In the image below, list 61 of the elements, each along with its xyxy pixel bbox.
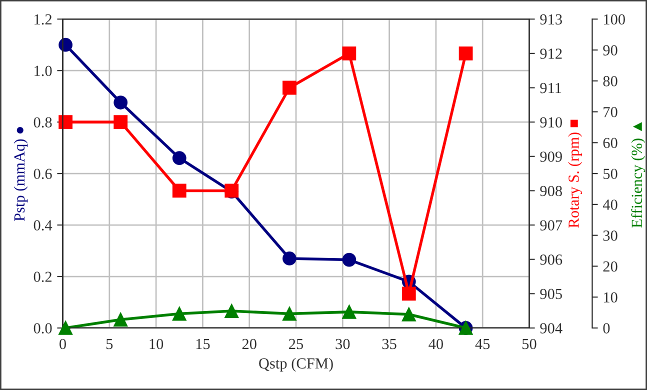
y2-tick-label: 909 — [540, 152, 562, 162]
x-tick-label: 35 — [382, 338, 396, 350]
x-tick-label: 20 — [242, 338, 256, 350]
x-axis-title: Qstp (CFM) — [259, 358, 333, 372]
point — [172, 306, 186, 321]
point — [342, 252, 356, 267]
y3-tick-label: 10 — [604, 292, 618, 303]
y-tick-label: 0.4 — [34, 220, 52, 231]
y2-tick-label: 904 — [540, 323, 562, 334]
point — [114, 115, 128, 130]
point — [172, 184, 186, 198]
y-tick-label: 1.0 — [34, 66, 52, 76]
point — [172, 151, 186, 166]
y-tick-label: 0.0 — [34, 323, 52, 334]
point — [114, 312, 128, 327]
y2-tick-label: 912 — [540, 48, 562, 59]
y3-axis-title: Efficiency (%) ▲ — [631, 122, 646, 228]
y3-tick-label: 40 — [602, 200, 618, 210]
point — [402, 307, 416, 322]
point — [342, 46, 356, 60]
point — [114, 96, 128, 110]
x-tick-label: 50 — [522, 338, 536, 350]
y3-tick-label: 90 — [603, 45, 618, 56]
point — [458, 46, 473, 60]
x-tick-label: 5 — [106, 339, 113, 350]
y2-axis-title: Rotary S. (rpm) ■ — [568, 120, 582, 228]
x-tick-label: 25 — [289, 338, 304, 350]
x-tick-label: 30 — [336, 338, 350, 350]
point — [58, 115, 73, 130]
point — [342, 304, 356, 319]
point — [224, 304, 239, 318]
x-tick-label: 15 — [196, 338, 210, 350]
y3-tick-label: 0 — [603, 323, 610, 334]
point — [282, 80, 296, 95]
y3-tick-label: 70 — [604, 106, 618, 118]
y2-tick-label: 913 — [540, 14, 562, 25]
point — [402, 286, 416, 301]
point — [282, 306, 296, 321]
x-tick-label: 10 — [150, 338, 164, 350]
y3-tick-label: 50 — [604, 168, 618, 179]
y3-tick-label: 60 — [603, 138, 618, 148]
y3-tick-label: 30 — [603, 230, 618, 241]
point — [58, 321, 73, 335]
y-tick-label: 0.2 — [34, 272, 52, 282]
y2-tick-label: 905 — [540, 288, 562, 300]
y3-tick-label: 100 — [604, 14, 625, 25]
x-tick-label: 0 — [60, 338, 66, 350]
y-tick-label: 1.2 — [34, 14, 52, 25]
y2-tick-label: 906 — [540, 254, 562, 265]
y-tick-label: 0.6 — [34, 168, 52, 180]
x-tick-label: 45 — [475, 338, 490, 350]
y2-tick-label: 907 — [540, 220, 562, 230]
point — [282, 252, 296, 266]
x-tick-label: 40 — [428, 338, 444, 350]
y3-tick-label: 80 — [603, 76, 618, 86]
y2-tick-label: 908 — [540, 186, 562, 196]
y-tick-label: 0.8 — [34, 117, 52, 128]
y3-tick-label: 20 — [603, 261, 618, 272]
y2-tick-label: 911 — [540, 82, 562, 94]
y2-tick-label: 910 — [540, 117, 562, 128]
y-axis-title: Pstp (mmAq) ● — [14, 126, 28, 222]
